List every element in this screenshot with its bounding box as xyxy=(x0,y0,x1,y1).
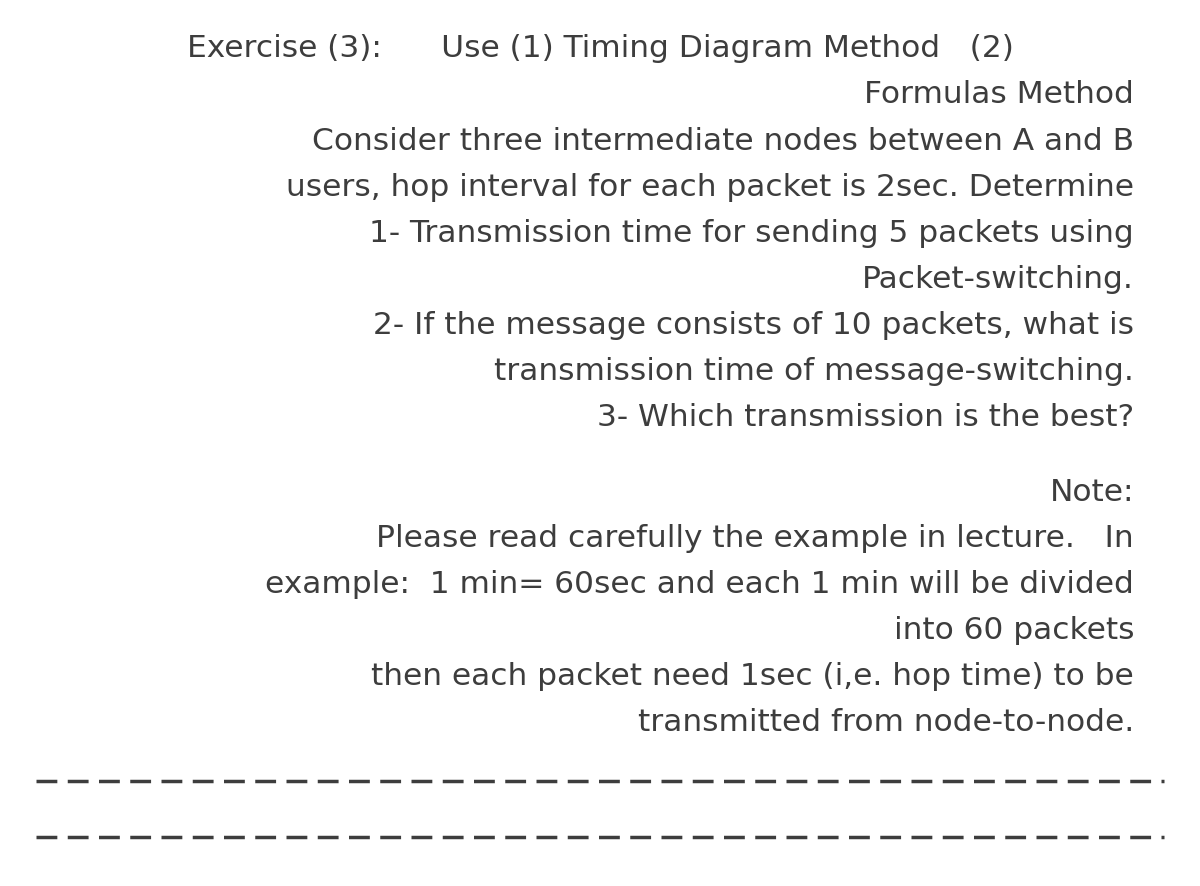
Text: Exercise (3):      Use (1) Timing Diagram Method   (2): Exercise (3): Use (1) Timing Diagram Met… xyxy=(186,35,1014,63)
Text: users, hop interval for each packet is 2sec. Determine: users, hop interval for each packet is 2… xyxy=(286,173,1134,201)
Text: transmission time of message-switching.: transmission time of message-switching. xyxy=(494,357,1134,385)
Text: example:  1 min= 60sec and each 1 min will be divided: example: 1 min= 60sec and each 1 min wil… xyxy=(265,570,1134,598)
Text: 2- If the message consists of 10 packets, what is: 2- If the message consists of 10 packets… xyxy=(373,311,1134,339)
Text: transmitted from node-to-node.: transmitted from node-to-node. xyxy=(637,708,1134,736)
Text: Packet-switching.: Packet-switching. xyxy=(862,265,1134,293)
Text: then each packet need 1sec (i,e. hop time) to be: then each packet need 1sec (i,e. hop tim… xyxy=(371,662,1134,690)
Text: 3- Which transmission is the best?: 3- Which transmission is the best? xyxy=(596,403,1134,431)
Text: Note:: Note: xyxy=(1050,478,1134,506)
Text: into 60 packets: into 60 packets xyxy=(894,616,1134,644)
Text: 1- Transmission time for sending 5 packets using: 1- Transmission time for sending 5 packe… xyxy=(370,219,1134,247)
Text: Formulas Method: Formulas Method xyxy=(864,81,1134,109)
Text: Consider three intermediate nodes between A and B: Consider three intermediate nodes betwee… xyxy=(312,127,1134,155)
Text: Please read carefully the example in lecture.   In: Please read carefully the example in lec… xyxy=(377,524,1134,552)
